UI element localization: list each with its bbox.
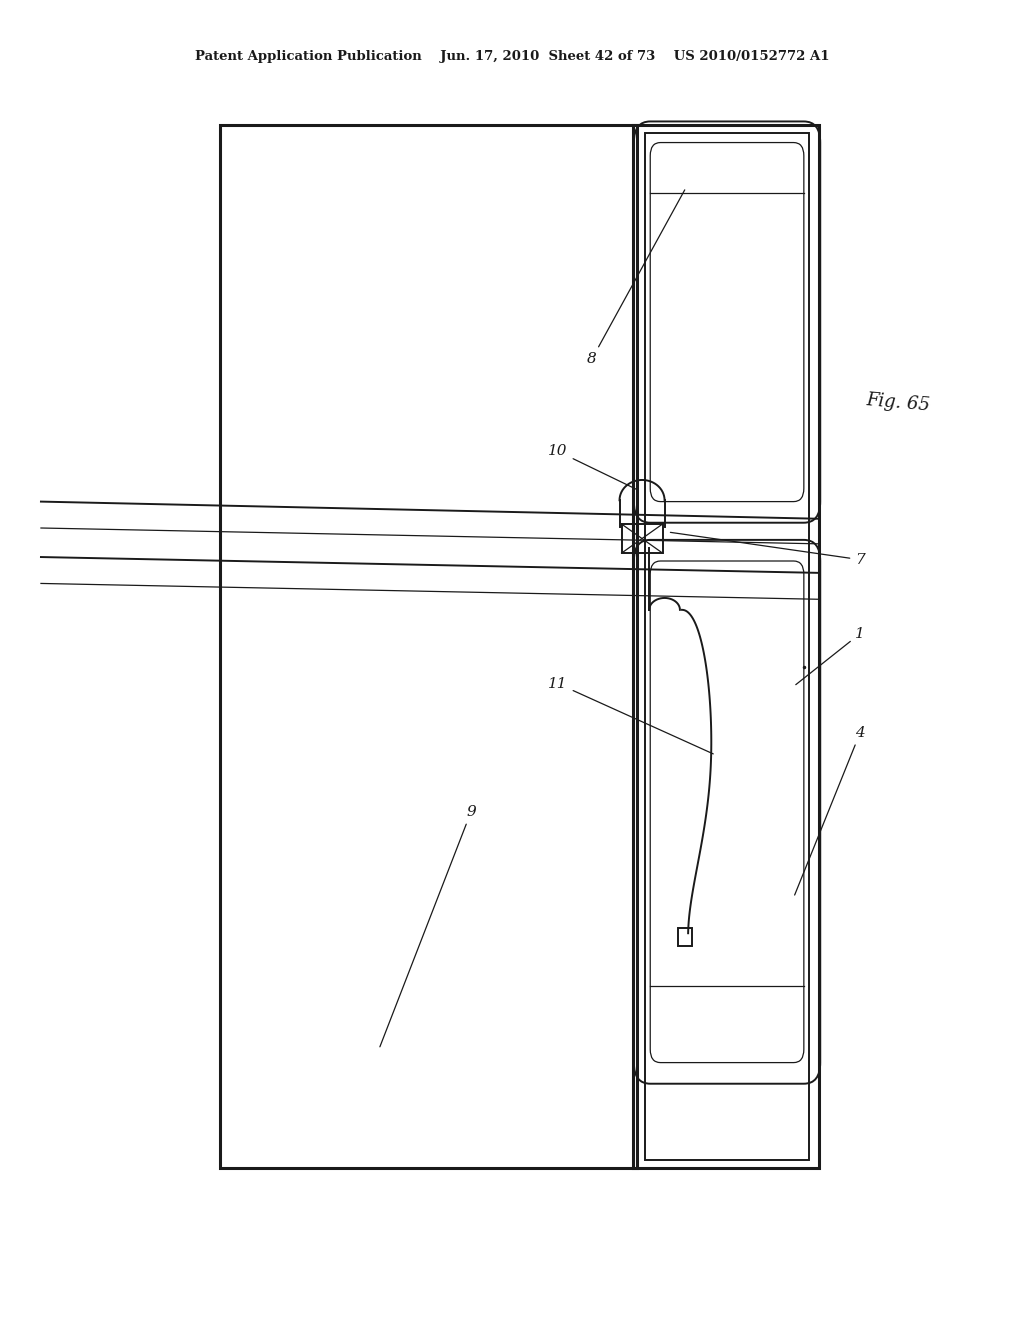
Bar — [220, 125, 637, 1168]
Text: Patent Application Publication    Jun. 17, 2010  Sheet 42 of 73    US 2010/01527: Patent Application Publication Jun. 17, … — [195, 50, 829, 63]
Text: 11: 11 — [548, 677, 714, 754]
Bar — [645, 133, 809, 1160]
Bar — [633, 125, 819, 1168]
Text: 7: 7 — [671, 532, 865, 566]
Text: 10: 10 — [548, 445, 638, 490]
Text: 8: 8 — [587, 190, 685, 366]
Text: 1: 1 — [796, 627, 865, 685]
Text: 9: 9 — [380, 805, 476, 1047]
Text: Fig. 65: Fig. 65 — [865, 391, 931, 414]
Bar — [678, 928, 692, 946]
Text: 4: 4 — [795, 726, 865, 895]
